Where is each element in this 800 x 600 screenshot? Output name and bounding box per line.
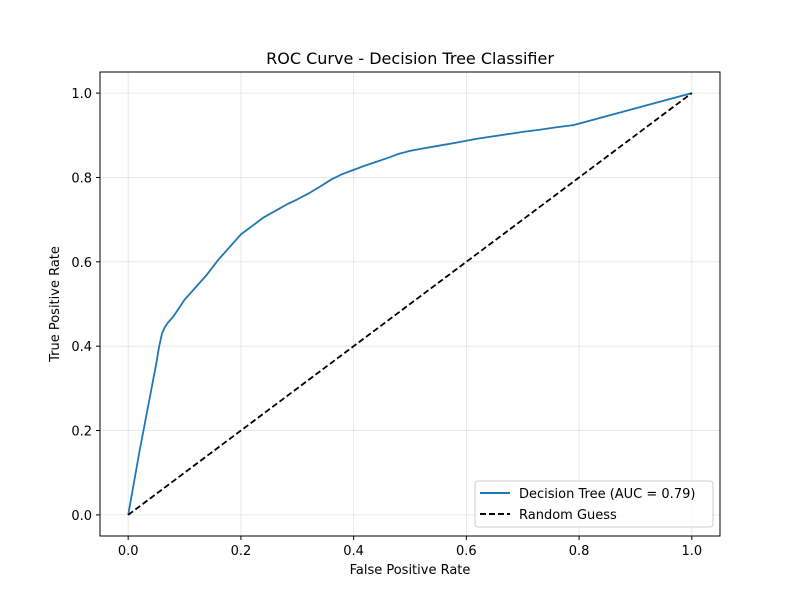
legend: Decision Tree (AUC = 0.79) Random Guess [474, 480, 714, 528]
series-line-random-guess [127, 92, 693, 516]
x-axis-label: False Positive Rate [350, 563, 471, 578]
y-tick-label-2: 0.4 [71, 340, 92, 355]
x-tick-label-2: 0.4 [343, 544, 364, 559]
y-tick-label-0: 0.0 [71, 509, 92, 524]
x-tick-label-5: 1.0 [681, 544, 702, 559]
plot-frame [99, 71, 721, 537]
series-layer [127, 92, 693, 516]
chart-title: ROC Curve - Decision Tree Classifier [266, 49, 554, 68]
legend-label-decision-tree: Decision Tree (AUC = 0.79) [519, 487, 695, 502]
y-tick-label-1: 0.2 [71, 425, 92, 440]
legend-box [474, 480, 714, 528]
y-tick-label-4: 0.8 [71, 171, 92, 186]
x-tick-label-0: 0.0 [118, 544, 139, 559]
y-axis-label: True Positive Rate [48, 246, 63, 363]
x-tick-label-3: 0.6 [456, 544, 477, 559]
series-line-decision-tree-auc-0-79 [127, 92, 693, 516]
y-tick-label-5: 1.0 [71, 87, 92, 102]
x-tick-label-4: 0.8 [569, 544, 590, 559]
y-tick-label-3: 0.6 [71, 256, 92, 271]
ticks: 0.0 0.2 0.4 0.6 0.8 1.0 0.0 0.2 0.4 0.6 0.8 1.0 [71, 87, 702, 559]
x-tick-label-1: 0.2 [231, 544, 252, 559]
grid [100, 72, 720, 536]
legend-label-random-guess: Random Guess [519, 508, 617, 523]
